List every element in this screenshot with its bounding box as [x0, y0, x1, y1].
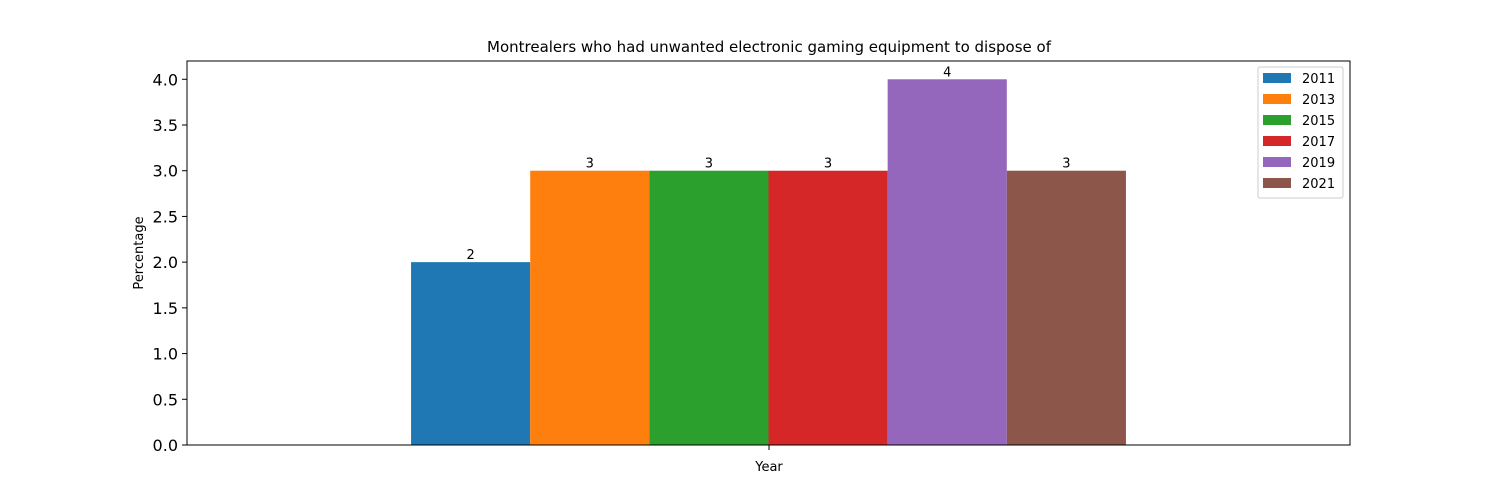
y-tick-label: 2.0 — [153, 253, 178, 272]
legend-swatch-2013 — [1263, 94, 1291, 104]
legend-swatch-2015 — [1263, 115, 1291, 125]
y-axis-ticks: 0.0 0.5 1.0 1.5 2.0 2.5 3.0 3.5 4.0 — [153, 70, 187, 455]
chart-title: Montrealers who had unwanted electronic … — [487, 38, 1052, 56]
legend-label-2013: 2013 — [1302, 93, 1335, 108]
legend-label-2021: 2021 — [1302, 177, 1335, 192]
y-tick-label: 0.0 — [153, 436, 178, 455]
x-axis-label: Year — [754, 460, 783, 475]
legend-label-2017: 2017 — [1302, 135, 1335, 150]
legend-label-2011: 2011 — [1302, 72, 1335, 87]
legend-label-2015: 2015 — [1302, 114, 1335, 129]
bar-2021 — [1006, 170, 1126, 445]
legend-swatch-2017 — [1263, 136, 1291, 146]
y-tick-label: 3.5 — [153, 116, 178, 135]
legend: 2011 2013 2015 2017 2019 2021 — [1257, 66, 1344, 199]
bar-2011 — [411, 262, 531, 445]
y-tick-label: 1.5 — [153, 299, 178, 318]
y-tick-label: 0.5 — [153, 390, 178, 409]
bar-value-label-2021: 3 — [1062, 157, 1070, 172]
y-tick-label: 3.0 — [153, 162, 178, 181]
legend-swatch-2019 — [1263, 157, 1291, 167]
legend-label-2019: 2019 — [1302, 156, 1335, 171]
bar-value-label-2013: 3 — [586, 157, 594, 172]
y-tick-label: 2.5 — [153, 207, 178, 226]
bar-value-label-2019: 4 — [943, 65, 951, 80]
bar-value-label-2011: 2 — [466, 248, 474, 263]
bar-2015 — [649, 170, 769, 445]
bar-labels-group: 2 3 3 3 4 3 — [466, 65, 1070, 263]
bar-2019 — [887, 79, 1007, 446]
y-tick-label: 1.0 — [153, 345, 178, 364]
y-tick-label: 4.0 — [153, 70, 178, 89]
bars-group — [411, 79, 1126, 446]
bar-value-label-2015: 3 — [705, 157, 713, 172]
legend-swatch-2021 — [1263, 178, 1291, 188]
bar-2013 — [530, 170, 650, 445]
bar-2017 — [768, 170, 888, 445]
legend-swatch-2011 — [1263, 73, 1291, 83]
bar-value-label-2017: 3 — [824, 157, 832, 172]
y-axis-label: Percentage — [132, 216, 147, 289]
